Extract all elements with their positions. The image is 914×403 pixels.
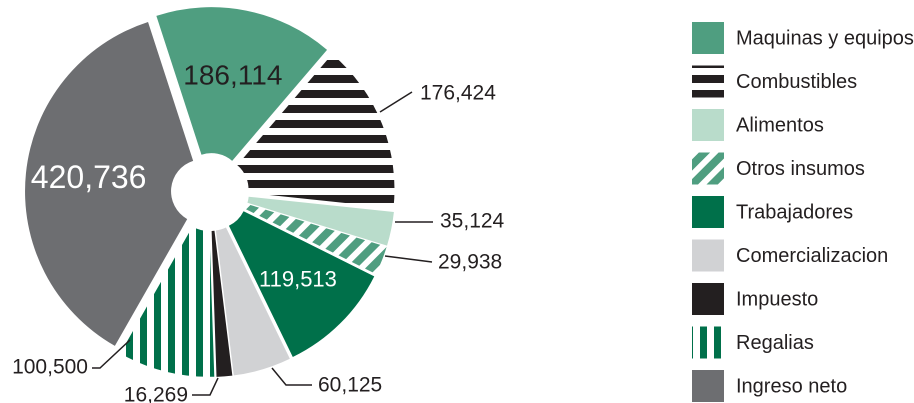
pie-slice [120, 226, 215, 377]
legend-label: Otros insumos [736, 158, 865, 180]
pie-slice [245, 203, 387, 274]
data-label: 29,938 [438, 251, 502, 274]
leader-line [271, 367, 312, 386]
legend-label: Combustibles [736, 71, 857, 93]
pie-slice [237, 54, 395, 209]
legend-label: Trabajadores [736, 201, 853, 223]
legend-label: Impuesto [736, 288, 818, 310]
legend-swatch [692, 65, 724, 98]
legend-swatch [692, 196, 724, 228]
data-label: 119,513 [259, 267, 337, 292]
labels: 186,114 176,424 35,124 29,938 119,513 60,125 1… [12, 60, 504, 403]
pie-slice [156, 7, 328, 161]
data-label: 186,114 [183, 60, 282, 91]
pie-slice [25, 21, 194, 346]
data-label: 35,124 [440, 210, 505, 233]
legend-label: Maquinas y equipos [736, 27, 914, 49]
legend-label: Ingreso neto [736, 375, 847, 397]
legend-label: Comercializacion [736, 245, 888, 267]
legend: Maquinas y equipos Combustibles Alimentos O… [692, 22, 914, 402]
legend-swatch [692, 283, 724, 315]
legend-label: Regalias [736, 332, 814, 354]
legend-swatch [692, 326, 724, 359]
legend-swatch [692, 152, 724, 185]
leader-line [384, 255, 433, 263]
data-label: 100,500 [12, 356, 88, 379]
pie-slice [247, 196, 394, 246]
data-label: 16,269 [124, 384, 188, 403]
data-label: 60,125 [318, 374, 382, 397]
legend-label: Alimentos [736, 114, 824, 136]
legend-swatch [692, 109, 724, 141]
data-label: 420,736 [31, 159, 147, 195]
legend-swatch [692, 22, 724, 54]
data-label: 176,424 [420, 82, 496, 105]
pie-slice [228, 211, 375, 358]
legend-swatch [692, 239, 724, 272]
pie-slice [211, 230, 233, 377]
leader-line [379, 91, 413, 113]
leader-line [192, 377, 219, 396]
legend-swatch [692, 370, 724, 402]
pie-slice [215, 227, 290, 376]
leader-line [92, 339, 131, 369]
pie [25, 7, 395, 377]
